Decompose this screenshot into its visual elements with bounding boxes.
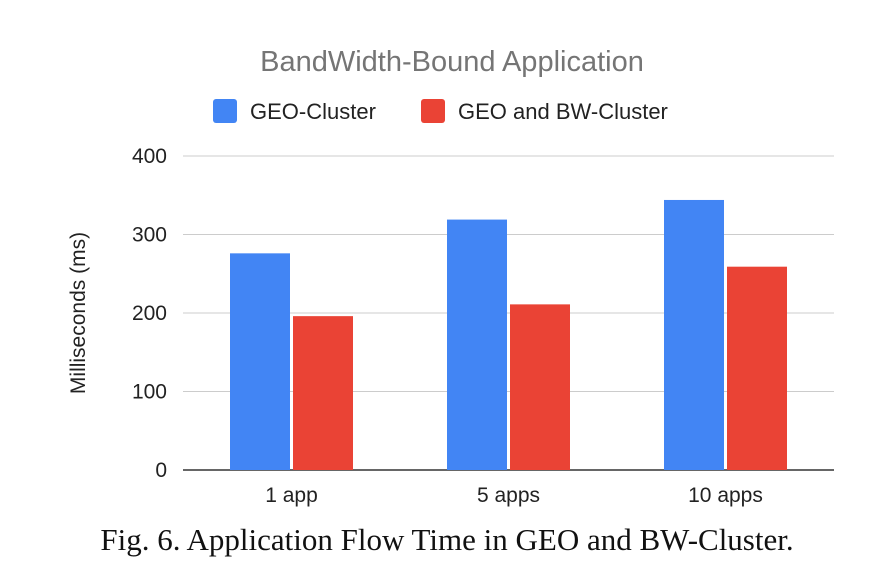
bar-series1-cat0 <box>293 316 353 470</box>
bar-chart: BandWidth-Bound Application GEO-Cluster G… <box>67 46 834 507</box>
legend-swatch-0 <box>213 99 237 123</box>
y-tick-label-2: 200 <box>132 302 167 325</box>
bar-series1-cat2 <box>727 266 787 470</box>
y-axis-ticks: 0 100 200 300 400 <box>132 145 167 482</box>
y-tick-label-4: 400 <box>132 145 167 168</box>
x-tick-label-1: 5 apps <box>477 484 540 507</box>
bars <box>230 199 787 470</box>
bar-series0-cat0 <box>230 253 290 470</box>
x-tick-label-0: 1 app <box>265 484 318 507</box>
bar-series1-cat1 <box>510 304 570 470</box>
legend: GEO-Cluster GEO and BW-Cluster <box>213 99 668 124</box>
y-tick-label-1: 100 <box>132 381 167 404</box>
x-axis-ticks: 1 app 5 apps 10 apps <box>265 484 763 507</box>
chart-title: BandWidth-Bound Application <box>260 46 644 78</box>
gridlines <box>183 155 834 471</box>
y-axis-label: Milliseconds (ms) <box>67 232 90 394</box>
y-tick-label-3: 300 <box>132 224 167 247</box>
bar-series0-cat2 <box>664 199 724 470</box>
legend-label-1: GEO and BW-Cluster <box>458 99 668 124</box>
legend-label-0: GEO-Cluster <box>250 99 376 124</box>
figure-caption: Fig. 6. Application Flow Time in GEO and… <box>100 522 794 557</box>
legend-swatch-1 <box>421 99 445 123</box>
x-tick-label-2: 10 apps <box>688 484 763 507</box>
bar-series0-cat1 <box>447 219 507 470</box>
y-tick-label-0: 0 <box>155 459 167 482</box>
